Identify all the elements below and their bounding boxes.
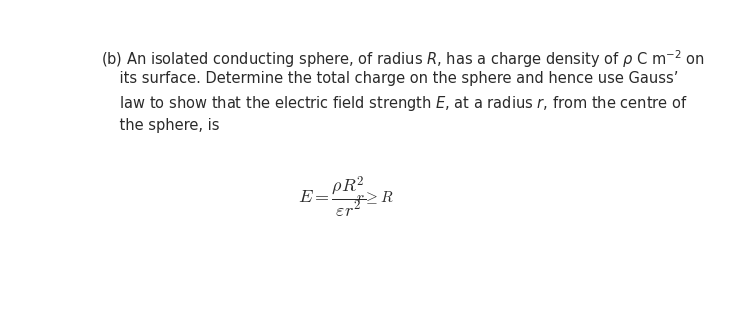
Text: its surface. Determine the total charge on the sphere and hence use Gauss’: its surface. Determine the total charge … — [100, 71, 678, 86]
Text: law to show that the electric field strength $E$, at a radius $r$, from the cent: law to show that the electric field stre… — [100, 95, 687, 114]
Text: $E = \dfrac{\rho R^2}{\varepsilon r^2}$: $E = \dfrac{\rho R^2}{\varepsilon r^2}$ — [298, 175, 367, 220]
Text: $r \geq R$: $r \geq R$ — [356, 189, 394, 206]
Text: (b) An isolated conducting sphere, of radius $R$, has a charge density of $\rho$: (b) An isolated conducting sphere, of ra… — [100, 48, 705, 70]
Text: the sphere, is: the sphere, is — [100, 118, 219, 133]
